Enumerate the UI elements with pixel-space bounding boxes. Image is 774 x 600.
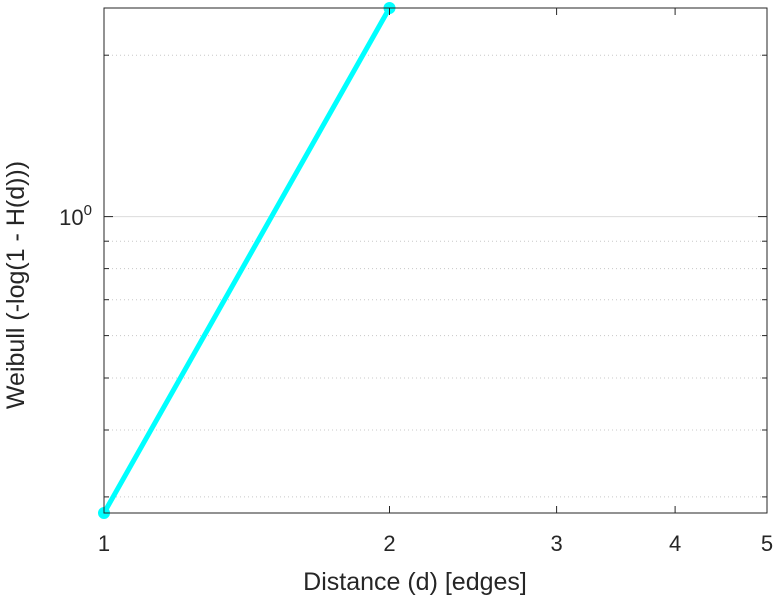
x-tick-label: 4 — [669, 531, 681, 556]
y-tick-label-major: 100 — [59, 202, 92, 230]
series-line — [101, 5, 392, 516]
x-tick-label: 2 — [383, 531, 395, 556]
plot-frame — [103, 7, 768, 514]
y-axis-label: Weibull (-log(1 - H(d))) — [2, 161, 30, 409]
y-tick-exponent: 0 — [84, 202, 92, 219]
x-tick-label: 5 — [761, 531, 773, 556]
y-tick-base: 10 — [59, 205, 83, 230]
x-tick-label: 1 — [98, 531, 110, 556]
x-axis-label: Distance (d) [edges] — [303, 568, 527, 596]
plot-area — [104, 8, 767, 513]
minor-gridlines — [104, 54, 767, 498]
x-tick-labels: 1 2 3 4 5 — [98, 531, 773, 556]
axis-ticks — [103, 8, 768, 513]
x-tick-label: 3 — [550, 531, 562, 556]
